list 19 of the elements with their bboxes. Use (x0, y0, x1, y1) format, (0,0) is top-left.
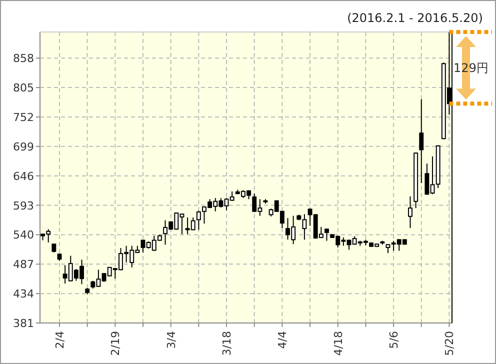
chart-subtitle: (2016.2.1 - 2016.5.20) (347, 11, 483, 25)
y-tick-label: 805 (13, 82, 34, 95)
x-tick-label: 2/4 (53, 331, 66, 349)
y-tick-label: 540 (13, 228, 34, 242)
y-tick-label: 699 (13, 140, 34, 154)
x-tick-label: 3/18 (220, 331, 234, 356)
x-tick-label: 5/6 (388, 331, 401, 349)
y-tick-label: 487 (13, 258, 34, 272)
x-tick-label: 2/19 (109, 331, 122, 356)
y-tick-label: 752 (13, 110, 34, 124)
x-tick-label: 3/4 (164, 331, 178, 349)
y-tick-label: 434 (13, 288, 34, 301)
x-tick-label: 4/4 (276, 331, 290, 349)
y-tick-label: 593 (13, 199, 34, 212)
y-tick-label: 381 (13, 317, 34, 330)
y-tick-label: 646 (13, 170, 34, 183)
x-tick-label: 5/20 (443, 331, 456, 356)
y-tick-label: 858 (13, 52, 34, 66)
x-tick-label: 4/18 (332, 331, 345, 356)
